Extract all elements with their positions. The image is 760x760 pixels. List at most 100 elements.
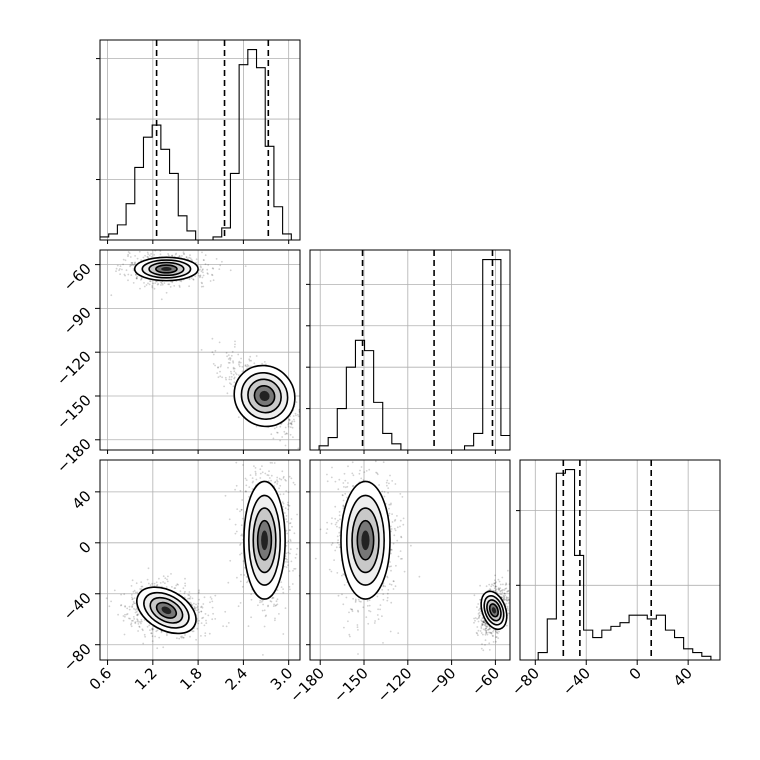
x-tick-label: −120 [374, 664, 416, 706]
sample-point [344, 486, 347, 489]
sample-point [127, 255, 129, 258]
sample-point [230, 378, 233, 381]
sample-point [495, 589, 497, 592]
x-tick-label: −180 [286, 664, 328, 706]
sample-point [130, 623, 132, 626]
sample-point [126, 607, 129, 610]
sample-point [124, 605, 126, 607]
sample-point [507, 590, 509, 593]
histogram-bin [283, 234, 292, 240]
sample-point [314, 557, 317, 560]
sample-point [495, 631, 498, 634]
sample-point [483, 621, 485, 623]
sample-point [286, 503, 289, 506]
sample-point [382, 642, 384, 644]
sample-point [135, 274, 137, 276]
sample-point [377, 618, 380, 621]
scatter-frame [309, 459, 511, 661]
sample-point [349, 448, 351, 450]
sample-point [495, 636, 498, 638]
sample-point [392, 580, 395, 582]
sample-point [139, 588, 142, 590]
sample-point [493, 582, 496, 585]
sample-point [234, 340, 236, 343]
sample-point [489, 588, 492, 591]
sample-point [211, 267, 214, 269]
histogram-bin [161, 149, 170, 240]
sample-point [261, 599, 264, 602]
sample-point [495, 640, 497, 643]
sample-point [507, 589, 510, 592]
sample-point [188, 285, 191, 288]
density-contour [161, 606, 172, 615]
sample-point [290, 423, 293, 426]
sample-point [271, 451, 273, 453]
sample-point [493, 587, 496, 590]
sample-point [357, 598, 360, 601]
sample-point [131, 262, 133, 264]
sample-point [497, 587, 500, 589]
sample-point [479, 584, 481, 587]
sample-point [189, 596, 192, 598]
sample-point [133, 618, 136, 620]
sample-point [156, 283, 159, 286]
sample-point [392, 542, 395, 545]
sample-point [212, 353, 215, 356]
sample-point [128, 252, 131, 255]
sample-point [251, 488, 254, 490]
sample-point [228, 376, 231, 378]
sample-point [203, 259, 205, 261]
sample-point [176, 583, 179, 585]
sample-point [155, 280, 158, 283]
sample-point [503, 592, 506, 595]
sample-point [240, 508, 243, 511]
sample-point [333, 559, 335, 561]
sample-point [160, 298, 163, 301]
sample-point [334, 505, 337, 508]
sample-point [481, 623, 484, 626]
sample-point [269, 600, 272, 602]
sample-point [105, 597, 108, 600]
sample-point [195, 258, 198, 261]
sample-point [289, 540, 292, 542]
histogram-bin [702, 656, 711, 660]
sample-point [135, 277, 138, 280]
sample-point [287, 425, 290, 428]
sample-point [122, 263, 124, 266]
sample-point [134, 591, 137, 594]
sample-point [129, 265, 132, 268]
sample-point [480, 624, 483, 627]
sample-point [216, 372, 219, 374]
sample-point [193, 605, 196, 608]
sample-point [219, 365, 222, 368]
sample-point [480, 619, 483, 622]
sample-point [199, 274, 202, 277]
sample-point [127, 617, 130, 620]
sample-point [288, 522, 291, 525]
sample-point [178, 286, 181, 288]
sample-point [161, 282, 163, 285]
sample-point [255, 355, 258, 357]
sample-point [199, 268, 201, 271]
sample-point [260, 601, 263, 603]
sample-point [276, 598, 279, 601]
sample-point [394, 529, 397, 532]
sample-point [276, 603, 279, 606]
sample-point [171, 245, 173, 247]
sample-point [245, 484, 248, 487]
sample-point [503, 598, 506, 601]
sample-point [331, 542, 334, 545]
sample-point [196, 605, 199, 608]
sample-point [227, 354, 230, 356]
sample-point [330, 522, 333, 525]
sample-point [261, 609, 264, 612]
sample-point [386, 576, 389, 579]
histogram-bin [693, 653, 702, 660]
sample-point [131, 619, 133, 622]
sample-point [241, 499, 244, 501]
sample-point [228, 518, 231, 521]
sample-point [313, 455, 315, 457]
sample-point [251, 477, 254, 479]
sample-point [232, 385, 235, 388]
